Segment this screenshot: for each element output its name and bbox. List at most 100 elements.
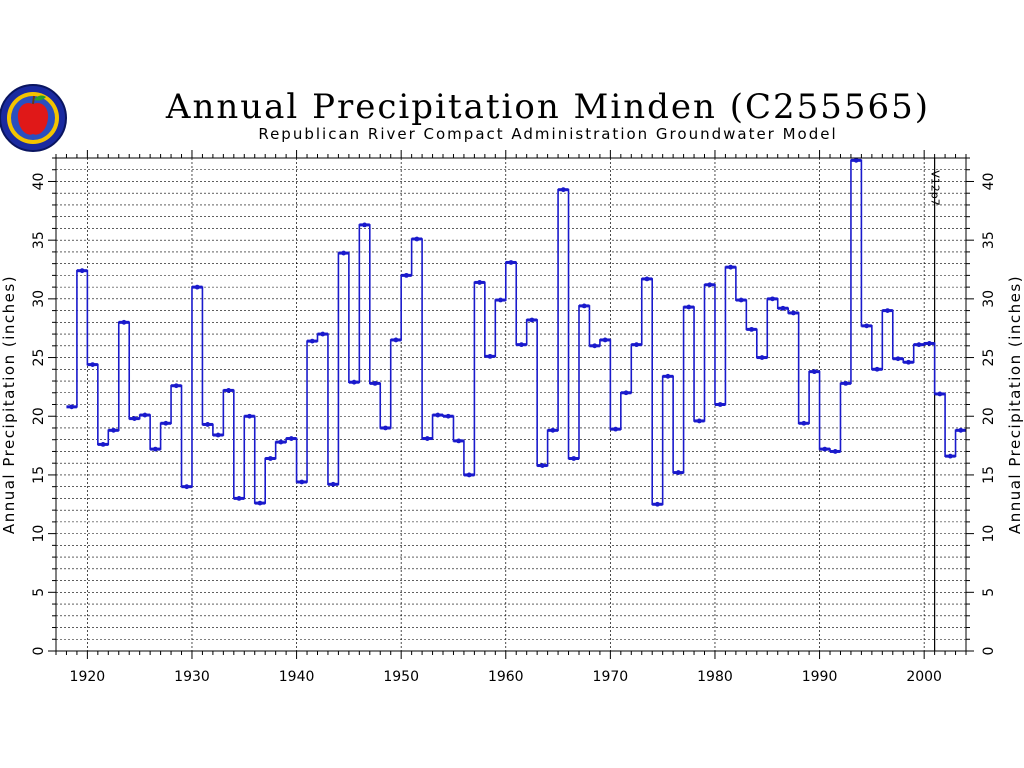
- data-point: [142, 412, 148, 418]
- grid: [48, 150, 974, 659]
- data-point: [152, 446, 158, 452]
- data-point: [675, 470, 681, 475]
- y-tick-label-right: 30: [981, 290, 997, 308]
- data-point: [309, 338, 315, 344]
- data-point: [665, 373, 671, 379]
- data-point: [759, 355, 765, 360]
- data-point: [895, 356, 901, 362]
- data-point: [843, 380, 849, 386]
- data-point: [519, 342, 524, 348]
- data-point: [466, 472, 472, 478]
- y-tick-label-left: 20: [31, 407, 47, 425]
- x-tick-labels: 1920 1930 1940 1950 1960 1970 1980 1990 2000: [70, 669, 942, 685]
- data-point: [351, 379, 357, 385]
- data-point: [424, 436, 430, 441]
- data-point: [111, 427, 116, 433]
- data-point: [456, 438, 462, 444]
- data-point: [435, 412, 441, 418]
- data-point: [79, 268, 85, 274]
- data-point: [791, 310, 796, 316]
- data-point: [696, 418, 702, 424]
- data-point: [738, 297, 744, 303]
- y-axis-label-left: Annual Precipitation (inches): [0, 275, 18, 534]
- x-tick-label: 1940: [279, 669, 315, 685]
- data-point: [613, 426, 618, 432]
- data-point: [686, 304, 692, 310]
- data-point: [571, 456, 577, 461]
- data-point: [299, 479, 305, 485]
- data-point: [623, 390, 629, 396]
- chart-subtitle: Republican River Compact Administration …: [258, 125, 837, 143]
- data-point: [226, 388, 231, 393]
- y-tick-label-left: 10: [31, 525, 47, 543]
- data-point: [362, 222, 367, 228]
- data-point: [644, 276, 650, 282]
- data-point: [937, 391, 943, 397]
- data-point: [707, 282, 713, 288]
- data-point: [529, 317, 535, 323]
- y-tick-label-right: 5: [981, 588, 997, 597]
- data-point: [728, 264, 734, 270]
- data-point: [445, 413, 451, 419]
- chart-title: Annual Precipitation Minden (C255565): [165, 87, 930, 127]
- data-point: [288, 436, 294, 441]
- y-tick-label-right: 0: [981, 647, 997, 656]
- y-tick-label-left: 15: [31, 466, 47, 484]
- data-point: [100, 442, 106, 447]
- data-point: [749, 326, 754, 332]
- data-point: [132, 416, 137, 421]
- x-tick-label: 1960: [488, 669, 524, 685]
- y-tick-label-left: 25: [31, 349, 47, 367]
- y-tick-label-left: 30: [31, 290, 47, 308]
- data-point: [634, 342, 639, 348]
- data-point: [257, 500, 263, 506]
- y-tick-label-left: 35: [31, 231, 47, 249]
- y-tick-label-right: 20: [981, 407, 997, 425]
- data-point: [268, 456, 273, 461]
- data-point: [278, 439, 284, 445]
- data-point: [592, 343, 598, 349]
- rrca-logo: [0, 84, 67, 152]
- x-tick-label: 1970: [593, 669, 629, 685]
- data-point: [906, 359, 911, 365]
- data-point: [173, 383, 179, 389]
- data-point: [822, 446, 828, 452]
- data-point: [414, 236, 420, 242]
- data-point: [383, 425, 388, 431]
- marker-line: V12p7: [929, 158, 942, 651]
- x-tick-label: 1920: [70, 669, 106, 685]
- data-point: [602, 337, 608, 343]
- data-point: [550, 427, 556, 433]
- series-precipitation: [66, 157, 966, 507]
- y-tick-labels: 0 0 5 5 10 10 15 15 20 20 25 25 30 30 35 35 40 40: [31, 173, 997, 656]
- x-tick-label: 1930: [174, 669, 210, 685]
- data-point: [205, 422, 211, 427]
- data-point: [215, 432, 221, 438]
- y-tick-label-right: 15: [981, 466, 997, 484]
- x-tick-label: 1990: [802, 669, 838, 685]
- data-point: [655, 501, 660, 507]
- data-point: [477, 280, 483, 285]
- data-point: [947, 453, 953, 459]
- data-point: [508, 260, 514, 265]
- data-point: [560, 187, 566, 193]
- data-point: [498, 297, 503, 303]
- data-point: [69, 404, 75, 410]
- data-point: [341, 250, 347, 256]
- data-point: [247, 413, 252, 419]
- data-point: [717, 402, 723, 407]
- data-point: [780, 305, 786, 311]
- data-point: [372, 380, 378, 386]
- y-axis-label-right: Annual Precipitation (inches): [1006, 275, 1024, 534]
- y-tick-label-right: 10: [981, 525, 997, 543]
- y-tick-label-right: 35: [981, 231, 997, 249]
- data-point: [487, 353, 493, 359]
- data-point: [393, 337, 399, 343]
- data-point: [770, 296, 775, 302]
- data-point: [811, 369, 817, 375]
- data-point: [539, 463, 545, 468]
- y-tick-label-left: 40: [31, 173, 47, 191]
- data-point: [885, 308, 890, 313]
- y-tick-label-right: 40: [981, 173, 997, 191]
